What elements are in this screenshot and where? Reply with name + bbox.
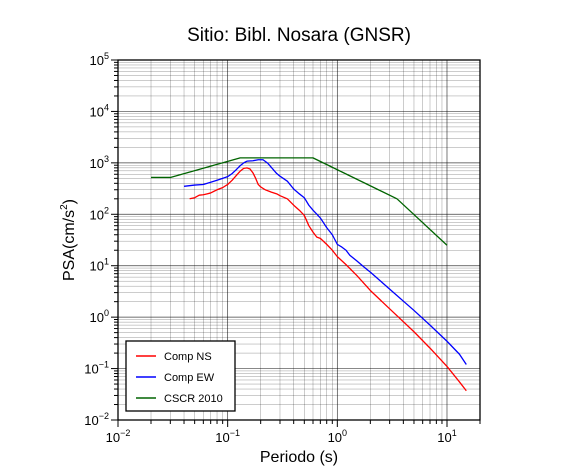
y-tick-label-exp: 3 xyxy=(104,154,109,164)
x-tick-label-base: 10 xyxy=(106,430,120,445)
y-tick-label: 100 xyxy=(90,308,109,325)
legend-label-ew: Comp EW xyxy=(164,372,215,384)
x-tick-label: 10−2 xyxy=(106,428,131,445)
series-line-0 xyxy=(189,167,467,392)
legend-label-ns: Comp NS xyxy=(164,351,212,363)
y-tick-label-base: 10 xyxy=(90,259,104,274)
legend: Comp NS Comp EW CSCR 2010 xyxy=(125,340,236,412)
y-tick-label-base: 10 xyxy=(84,413,98,428)
tick-marks xyxy=(111,59,481,427)
y-tick-label-exp: 0 xyxy=(104,308,109,318)
series-line-1 xyxy=(183,159,467,365)
y-tick-label: 105 xyxy=(90,51,109,68)
x-tick-label-exp: 1 xyxy=(452,428,457,438)
x-tick-label-base: 10 xyxy=(437,430,451,445)
y-axis-label-main: PSA(cm/s xyxy=(61,210,78,281)
y-axis-label: PSA(cm/s2) xyxy=(59,199,78,281)
y-tick-label-base: 10 xyxy=(90,104,104,119)
x-tick-label-base: 10 xyxy=(328,430,342,445)
y-tick-label: 104 xyxy=(90,102,109,119)
x-tick-label-exp: −2 xyxy=(120,428,130,438)
y-tick-label-exp: −1 xyxy=(99,360,109,370)
y-tick-label-exp: 4 xyxy=(104,102,109,112)
y-tick-label: 10−1 xyxy=(84,360,109,377)
y-tick-label: 102 xyxy=(90,205,109,222)
y-tick-label-base: 10 xyxy=(90,53,104,68)
series-line-2 xyxy=(151,157,448,246)
x-tick-label: 101 xyxy=(437,428,456,445)
y-axis-label-close: ) xyxy=(61,199,78,204)
y-tick-label: 10−2 xyxy=(84,411,109,428)
grid xyxy=(117,59,481,421)
y-tick-label-exp: −2 xyxy=(99,411,109,421)
x-tick-label-exp: 0 xyxy=(342,428,347,438)
y-tick-label-base: 10 xyxy=(90,310,104,325)
y-tick-label: 103 xyxy=(90,154,109,171)
chart-title: Sitio: Bibl. Nosara (GNSR) xyxy=(187,25,411,46)
legend-label-cscr: CSCR 2010 xyxy=(164,393,223,405)
svg-text:PSA(cm/s2): PSA(cm/s2) xyxy=(59,199,78,281)
y-tick-label-base: 10 xyxy=(90,207,104,222)
y-tick-label-exp: 2 xyxy=(104,205,109,215)
x-tick-label-exp: −1 xyxy=(230,428,240,438)
y-tick-label-exp: 1 xyxy=(104,257,109,267)
x-tick-label-base: 10 xyxy=(215,430,229,445)
y-tick-label-exp: 5 xyxy=(104,51,109,61)
x-tick-label: 10−1 xyxy=(215,428,240,445)
y-tick-label: 101 xyxy=(90,257,109,274)
x-tick-label: 100 xyxy=(328,428,347,445)
y-tick-label-base: 10 xyxy=(84,362,98,377)
legend-box xyxy=(125,340,236,412)
series-layer xyxy=(151,157,467,392)
x-axis-label: Periodo (s) xyxy=(260,449,338,466)
y-axis-label-sup: 2 xyxy=(59,204,70,210)
y-tick-label-base: 10 xyxy=(90,156,104,171)
x-tick-labels: 10−2 10−1 100 101 xyxy=(106,428,457,445)
plot-frame xyxy=(117,59,481,421)
